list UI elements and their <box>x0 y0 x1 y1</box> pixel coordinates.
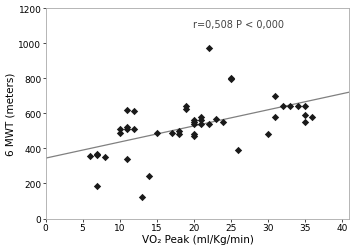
Point <box>191 133 197 137</box>
Point <box>235 148 241 152</box>
Point <box>124 157 130 161</box>
Point <box>302 114 308 117</box>
Point <box>94 154 100 158</box>
Point <box>228 77 234 81</box>
Point <box>213 117 219 121</box>
Point <box>176 133 182 137</box>
Point <box>265 133 271 137</box>
Point <box>139 196 145 200</box>
Point <box>154 131 159 135</box>
Text: r=0,508 P < 0,000: r=0,508 P < 0,000 <box>193 20 284 30</box>
Point <box>302 120 308 124</box>
Point <box>191 122 197 126</box>
Point <box>198 122 204 126</box>
Point <box>94 153 100 157</box>
Point <box>169 131 174 135</box>
Point <box>102 156 108 160</box>
Point <box>295 105 300 109</box>
Point <box>310 115 315 119</box>
Point <box>124 126 130 130</box>
Point <box>117 131 122 135</box>
Point <box>124 108 130 112</box>
X-axis label: VO₂ Peak (ml/Kg/min): VO₂ Peak (ml/Kg/min) <box>142 234 253 244</box>
Point <box>117 128 122 132</box>
Point <box>273 115 278 119</box>
Point <box>206 46 212 50</box>
Point <box>302 105 308 109</box>
Point <box>184 105 189 109</box>
Point <box>198 115 204 119</box>
Point <box>287 105 293 109</box>
Point <box>198 119 204 123</box>
Point <box>147 174 152 178</box>
Point <box>228 78 234 82</box>
Point <box>191 120 197 124</box>
Point <box>220 120 226 124</box>
Point <box>124 128 130 132</box>
Y-axis label: 6 MWT (meters): 6 MWT (meters) <box>6 72 16 155</box>
Point <box>132 109 137 113</box>
Point <box>191 119 197 123</box>
Point <box>206 122 212 126</box>
Point <box>176 129 182 133</box>
Point <box>280 105 285 109</box>
Point <box>184 108 189 112</box>
Point <box>191 134 197 138</box>
Point <box>87 154 93 158</box>
Point <box>132 128 137 132</box>
Point <box>94 184 100 188</box>
Point <box>273 94 278 98</box>
